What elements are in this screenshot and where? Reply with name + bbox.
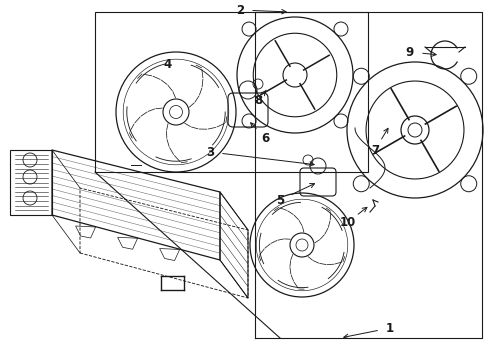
Text: 9: 9 bbox=[406, 45, 414, 59]
Text: 10: 10 bbox=[340, 216, 356, 229]
Text: 6: 6 bbox=[261, 131, 269, 144]
Text: 1: 1 bbox=[386, 321, 394, 334]
Text: 3: 3 bbox=[206, 145, 214, 158]
Text: 8: 8 bbox=[254, 94, 262, 107]
Text: 7: 7 bbox=[371, 144, 379, 157]
Text: 2: 2 bbox=[236, 4, 244, 17]
Text: 5: 5 bbox=[276, 194, 284, 207]
Text: 4: 4 bbox=[164, 58, 172, 71]
